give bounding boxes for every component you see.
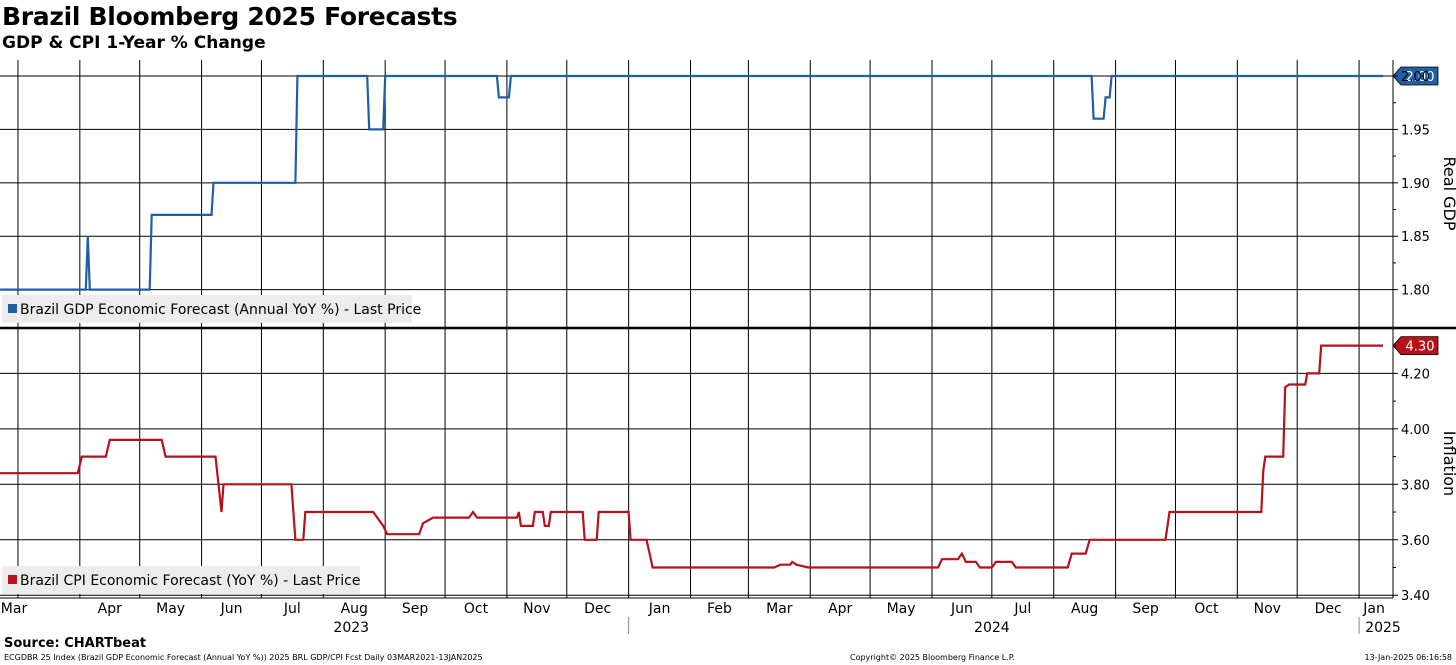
y-tick-label: 1.90 [1401,177,1430,192]
x-month-label: Jun [950,601,973,617]
x-month-label: May [887,601,916,617]
legend-label: Brazil CPI Economic Forecast (YoY %) - L… [20,573,360,589]
y-tick-label: 3.40 [1401,589,1430,604]
y-tick-label: 1.85 [1401,230,1430,245]
x-year-label: 2024 [974,620,1010,636]
x-month-label: Jan [648,601,671,617]
last-value-tag [1392,336,1439,356]
x-month-label: Dec [584,601,611,617]
y-tick-label: 1.95 [1401,123,1430,138]
legend-swatch [8,304,17,313]
y-tick-label: 3.60 [1401,534,1430,549]
legend-label: Brazil GDP Economic Forecast (Annual YoY… [20,302,421,318]
legend-swatch [8,575,17,584]
x-month-label: Sep [402,601,429,617]
x-year-label: 2023 [333,620,369,636]
y-axis-title: Real GDP [1440,157,1456,231]
y-axis-title: Inflation [1440,431,1456,496]
y-tick-label: 3.80 [1401,478,1430,493]
y-tick-label: 1.80 [1401,284,1430,299]
x-month-label: Aug [1071,601,1098,617]
axis-labels: 1.80 1.85 1.90 1.95 2.00 Real GDP 3.40 3.60 3.80… [0,70,1456,636]
x-month-label: Feb [707,601,732,617]
last-value-label: 2.00 [1406,70,1435,85]
x-month-label: Jul [283,601,301,617]
source-note: Source: CHARTbeat [4,636,147,651]
last-value-tag [1392,66,1439,86]
x-month-label: Jun [220,601,243,617]
y-tick-label: 4.20 [1401,367,1430,382]
x-month-label: Apr [98,601,122,617]
legend-box [2,295,412,323]
series-lines [0,74,1383,569]
x-month-label: Jan [1362,601,1385,617]
x-month-label: Mar [766,601,793,617]
y-tick-label: 2.00 [1401,70,1430,85]
x-month-label: Apr [828,601,852,617]
x-month-label: Mar [1,601,28,617]
series-line [0,344,1383,569]
last-value-label: 4.30 [1406,340,1435,355]
grid-lines [0,60,1393,598]
y-tick-label: 4.00 [1401,423,1430,438]
footer-timestamp: 13-Jan-2025 06:16:58 [1364,653,1452,662]
x-year-label: 2025 [1365,620,1401,636]
x-month-label: Oct [1194,601,1219,617]
footer-copyright: Copyright© 2025 Bloomberg Finance L.P. [850,653,1015,662]
legends: Brazil GDP Economic Forecast (Annual YoY… [2,295,421,594]
legend-box [2,566,360,594]
x-month-label: Aug [341,601,368,617]
x-month-label: Dec [1315,601,1342,617]
x-month-label: Jul [1013,601,1031,617]
x-month-label: May [156,601,185,617]
chart-title: Brazil Bloomberg 2025 Forecasts [2,2,458,31]
x-month-label: Nov [523,601,550,617]
x-month-label: Nov [1254,601,1281,617]
footer-description: ECGDBR 25 Index (Brazil GDP Economic For… [4,653,483,662]
chart-subtitle: GDP & CPI 1-Year % Change [2,33,266,53]
x-month-label: Sep [1132,601,1159,617]
x-month-label: Oct [464,601,489,617]
series-line [0,74,1383,291]
